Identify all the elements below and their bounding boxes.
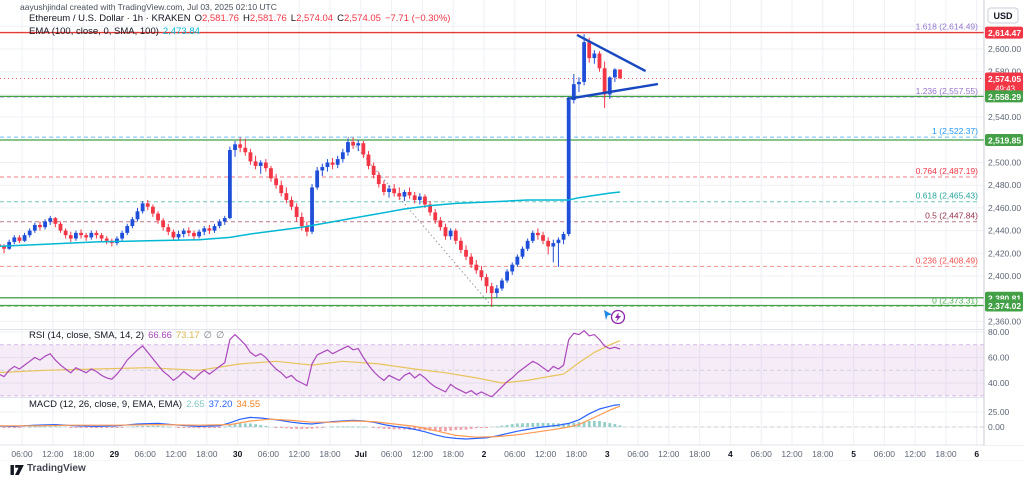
svg-text:2,519.85: 2,519.85 bbox=[988, 135, 1021, 145]
ema-line bbox=[0, 191, 621, 247]
svg-text:4: 4 bbox=[728, 449, 733, 459]
svg-text:2,480.00: 2,480.00 bbox=[988, 180, 1021, 190]
svg-text:60.00: 60.00 bbox=[988, 353, 1010, 363]
horizontal-lines bbox=[0, 31, 984, 307]
svg-text:18:00: 18:00 bbox=[566, 449, 588, 459]
svg-text:12:00: 12:00 bbox=[535, 449, 557, 459]
svg-text:12:00: 12:00 bbox=[781, 449, 803, 459]
svg-text:06:00: 06:00 bbox=[751, 449, 773, 459]
svg-text:49:43: 49:43 bbox=[995, 84, 1016, 93]
svg-text:18:00: 18:00 bbox=[935, 449, 957, 459]
candles-layer bbox=[0, 34, 622, 307]
svg-text:2,574.05: 2,574.05 bbox=[988, 74, 1021, 84]
svg-text:18:00: 18:00 bbox=[443, 449, 465, 459]
magic-cursor-icon bbox=[604, 309, 626, 325]
macd-lines bbox=[0, 404, 621, 440]
fib-retracement: 1.618 (2,614.49) 1.236 (2,557.55) 1 (2,522… bbox=[0, 22, 980, 307]
svg-text:18:00: 18:00 bbox=[689, 449, 711, 459]
svg-text:12:00: 12:00 bbox=[658, 449, 680, 459]
tradingview-logo-icon[interactable] bbox=[10, 464, 25, 476]
time-axis[interactable]: 06:00 12:00 18:00 29 06:00 12:00 18:00 30 06:00 1… bbox=[11, 449, 979, 459]
svg-text:40.00: 40.00 bbox=[988, 378, 1010, 388]
svg-text:0.5 (2,447.84): 0.5 (2,447.84) bbox=[925, 211, 978, 221]
svg-text:2,374.02: 2,374.02 bbox=[988, 301, 1021, 311]
svg-text:06:00: 06:00 bbox=[504, 449, 526, 459]
svg-text:18:00: 18:00 bbox=[73, 449, 95, 459]
svg-text:12:00: 12:00 bbox=[42, 449, 64, 459]
tradingview-brand[interactable]: TradingView bbox=[27, 463, 86, 474]
svg-text:0.00: 0.00 bbox=[988, 422, 1005, 432]
svg-text:5: 5 bbox=[851, 449, 856, 459]
svg-text:6: 6 bbox=[974, 449, 979, 459]
svg-text:2,420.00: 2,420.00 bbox=[988, 248, 1021, 258]
svg-text:1.236 (2,557.55): 1.236 (2,557.55) bbox=[916, 86, 979, 96]
svg-text:3: 3 bbox=[605, 449, 610, 459]
svg-text:06:00: 06:00 bbox=[11, 449, 33, 459]
macd-histogram bbox=[2, 421, 622, 432]
svg-text:29: 29 bbox=[110, 449, 120, 459]
rsi-band bbox=[0, 344, 984, 397]
svg-text:18:00: 18:00 bbox=[196, 449, 218, 459]
svg-text:18:00: 18:00 bbox=[319, 449, 341, 459]
svg-text:30: 30 bbox=[233, 449, 243, 459]
svg-text:2,558.29: 2,558.29 bbox=[988, 92, 1021, 102]
svg-text:06:00: 06:00 bbox=[627, 449, 649, 459]
svg-text:2,580.00: 2,580.00 bbox=[988, 67, 1021, 77]
svg-text:25.00: 25.00 bbox=[988, 407, 1010, 417]
svg-text:80.00: 80.00 bbox=[988, 327, 1010, 337]
svg-text:2,614.47: 2,614.47 bbox=[988, 28, 1021, 38]
svg-text:12:00: 12:00 bbox=[412, 449, 434, 459]
svg-text:06:00: 06:00 bbox=[874, 449, 896, 459]
svg-text:2,500.00: 2,500.00 bbox=[988, 158, 1021, 168]
svg-text:06:00: 06:00 bbox=[258, 449, 280, 459]
svg-text:12:00: 12:00 bbox=[905, 449, 927, 459]
svg-text:2,380.81: 2,380.81 bbox=[988, 293, 1021, 303]
svg-text:0.618 (2,465.43): 0.618 (2,465.43) bbox=[916, 191, 979, 201]
svg-text:06:00: 06:00 bbox=[135, 449, 157, 459]
svg-text:0.764 (2,487.19): 0.764 (2,487.19) bbox=[916, 166, 979, 176]
svg-text:1.618 (2,614.49): 1.618 (2,614.49) bbox=[916, 22, 979, 32]
svg-text:0.236 (2,408.49): 0.236 (2,408.49) bbox=[916, 255, 979, 265]
svg-text:2,440.00: 2,440.00 bbox=[988, 226, 1021, 236]
svg-text:0 (2,373.31): 0 (2,373.31) bbox=[932, 295, 978, 305]
svg-text:12:00: 12:00 bbox=[289, 449, 311, 459]
triangle-pattern bbox=[566, 34, 659, 101]
svg-text:2,400.00: 2,400.00 bbox=[988, 271, 1021, 281]
svg-text:2,460.00: 2,460.00 bbox=[988, 203, 1021, 213]
rsi-lines bbox=[0, 329, 621, 398]
svg-text:2,540.00: 2,540.00 bbox=[988, 112, 1021, 122]
svg-text:USD: USD bbox=[993, 11, 1013, 21]
svg-text:12:00: 12:00 bbox=[165, 449, 187, 459]
svg-text:1 (2,522.37): 1 (2,522.37) bbox=[932, 126, 978, 136]
svg-text:2,360.00: 2,360.00 bbox=[988, 316, 1021, 326]
svg-text:Jul: Jul bbox=[355, 449, 367, 459]
svg-text:18:00: 18:00 bbox=[812, 449, 834, 459]
svg-text:06:00: 06:00 bbox=[381, 449, 403, 459]
footer-bar: TradingView bbox=[0, 461, 1024, 479]
price-axis[interactable]: 2,600.00 2,580.00 2,540.00 2,500.00 2,480.00… bbox=[983, 0, 1024, 445]
svg-text:2,600.00: 2,600.00 bbox=[988, 44, 1021, 54]
svg-text:2: 2 bbox=[482, 449, 487, 459]
